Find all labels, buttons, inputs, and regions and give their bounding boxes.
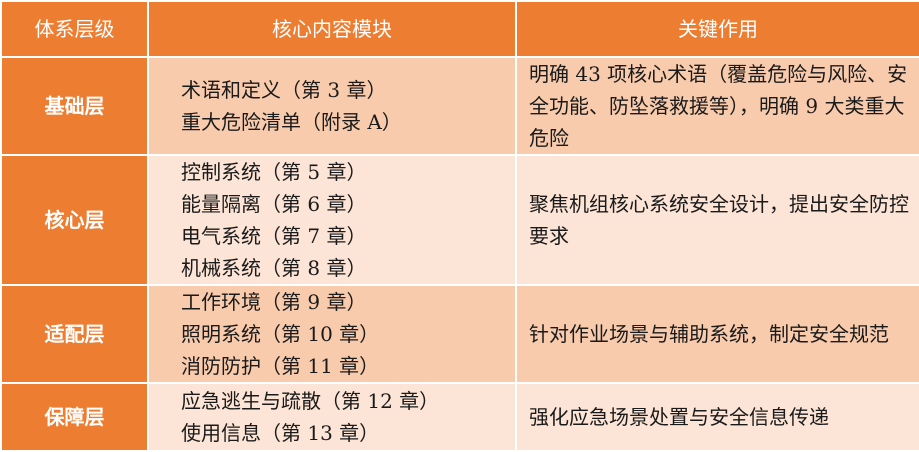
layer-cell: 适配层 [0, 284, 149, 384]
layer-cell: 核心层 [0, 154, 149, 286]
module-item: 重大危险清单（附录 A） [181, 110, 402, 134]
modules-cell: 应急逃生与疏散（第 12 章） 使用信息（第 13 章） [147, 382, 517, 452]
module-item: 控制系统（第 5 章） [181, 160, 367, 184]
role-cell: 明确 43 项核心术语（覆盖危险与风险、安全功能、防坠落救援等），明确 9 大类… [515, 56, 919, 156]
layer-cell: 保障层 [0, 382, 149, 452]
module-item: 使用信息（第 13 章） [181, 421, 380, 445]
table-row: 基础层 术语和定义（第 3 章） 重大危险清单（附录 A） 明确 43 项核心术… [0, 56, 919, 156]
module-item: 消防防护（第 11 章） [181, 354, 380, 378]
role-cell: 强化应急场景处置与安全信息传递 [515, 382, 919, 452]
module-item: 工作环境（第 9 章） [181, 290, 367, 314]
table-row: 适配层 工作环境（第 9 章） 照明系统（第 10 章） 消防防护（第 11 章… [0, 284, 919, 384]
module-item: 能量隔离（第 6 章） [181, 192, 367, 216]
table-row: 保障层 应急逃生与疏散（第 12 章） 使用信息（第 13 章） 强化应急场景处… [0, 382, 919, 452]
module-item: 照明系统（第 10 章） [181, 322, 380, 346]
header-row: 体系层级 核心内容模块 关键作用 [0, 0, 919, 58]
module-item: 电气系统（第 7 章） [181, 224, 367, 248]
table-row: 核心层 控制系统（第 5 章） 能量隔离（第 6 章） 电气系统（第 7 章） … [0, 154, 919, 286]
modules-cell: 控制系统（第 5 章） 能量隔离（第 6 章） 电气系统（第 7 章） 机械系统… [147, 154, 517, 286]
role-cell: 聚焦机组核心系统安全设计，提出安全防控要求 [515, 154, 919, 286]
module-item: 应急逃生与疏散（第 12 章） [181, 389, 440, 413]
role-cell: 针对作业场景与辅助系统，制定安全规范 [515, 284, 919, 384]
header-modules: 核心内容模块 [147, 0, 517, 58]
modules-cell: 术语和定义（第 3 章） 重大危险清单（附录 A） [147, 56, 517, 156]
module-item: 机械系统（第 8 章） [181, 256, 367, 280]
header-layer: 体系层级 [0, 0, 149, 58]
layer-cell: 基础层 [0, 56, 149, 156]
modules-cell: 工作环境（第 9 章） 照明系统（第 10 章） 消防防护（第 11 章） [147, 284, 517, 384]
header-role: 关键作用 [515, 0, 919, 58]
module-item: 术语和定义（第 3 章） [181, 78, 387, 102]
